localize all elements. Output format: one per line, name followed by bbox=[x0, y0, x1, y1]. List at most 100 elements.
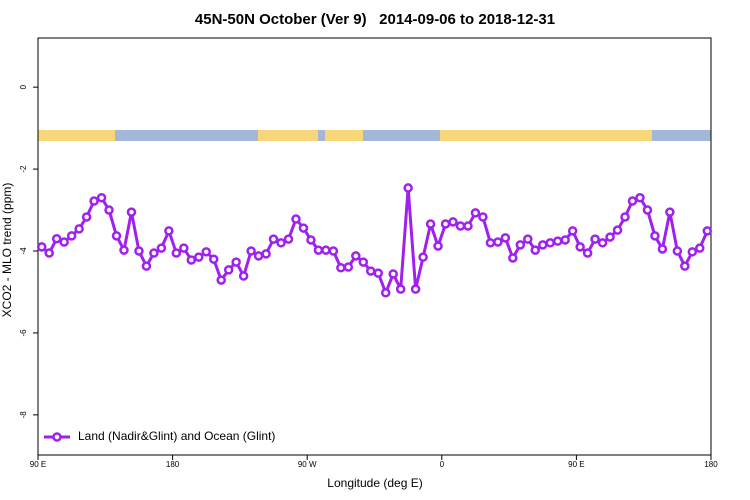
data-point bbox=[291, 214, 301, 224]
data-point bbox=[59, 237, 69, 247]
data-point bbox=[657, 244, 668, 254]
land-band bbox=[325, 130, 363, 141]
data-point bbox=[538, 240, 548, 250]
x-tick-label: 180 bbox=[704, 460, 718, 469]
ocean-band bbox=[38, 130, 711, 141]
data-point bbox=[620, 212, 630, 222]
data-point bbox=[104, 205, 114, 215]
data-point bbox=[695, 243, 705, 253]
x-tick-label: 180 bbox=[166, 460, 180, 469]
data-point bbox=[523, 234, 533, 244]
data-point bbox=[373, 268, 383, 278]
x-tick-label: 0 bbox=[440, 460, 445, 469]
data-point bbox=[238, 271, 249, 281]
data-point bbox=[440, 219, 451, 229]
y-tick-label: -6 bbox=[19, 329, 28, 337]
data-point bbox=[702, 226, 713, 236]
data-point bbox=[395, 284, 406, 294]
data-point bbox=[81, 212, 92, 222]
y-tick-label: -8 bbox=[19, 411, 28, 419]
data-point bbox=[119, 245, 129, 255]
y-tick-label: -4 bbox=[19, 247, 28, 255]
data-point bbox=[508, 253, 518, 263]
data-point bbox=[433, 241, 443, 251]
data-point bbox=[485, 238, 496, 248]
x-tick-label: 90 E bbox=[568, 460, 584, 469]
data-point bbox=[425, 219, 436, 229]
data-point bbox=[74, 224, 84, 234]
data-point bbox=[313, 245, 324, 255]
data-point bbox=[268, 234, 279, 244]
data-point bbox=[306, 235, 316, 245]
data-point bbox=[493, 237, 503, 247]
data-point bbox=[276, 238, 286, 248]
y-axis-label: XCO2 - MLO trend (ppm) bbox=[0, 183, 14, 318]
data-point bbox=[672, 246, 683, 256]
data-point bbox=[66, 231, 77, 241]
data-point bbox=[186, 255, 197, 265]
data-point bbox=[500, 233, 511, 243]
data-point bbox=[328, 246, 339, 256]
y-tick-label: 0 bbox=[19, 84, 28, 89]
data-point bbox=[336, 263, 346, 273]
x-axis-label: Longitude (deg E) bbox=[327, 476, 422, 490]
data-point bbox=[231, 257, 241, 267]
data-point bbox=[283, 234, 294, 244]
data-point bbox=[590, 234, 600, 244]
data-point bbox=[627, 196, 638, 206]
data-point bbox=[126, 207, 137, 217]
data-point bbox=[418, 252, 428, 262]
data-point bbox=[216, 275, 226, 285]
legend-marker bbox=[52, 432, 62, 442]
data-point bbox=[635, 193, 645, 203]
data-point bbox=[141, 261, 152, 271]
data-point bbox=[343, 262, 354, 272]
data-point bbox=[642, 205, 653, 215]
data-point bbox=[560, 235, 570, 245]
data-point bbox=[96, 193, 107, 203]
data-point bbox=[164, 226, 174, 236]
data-point bbox=[253, 251, 264, 261]
data-point bbox=[582, 248, 593, 258]
data-point bbox=[650, 231, 660, 241]
data-point bbox=[380, 288, 391, 298]
x-tick-label: 90 W bbox=[298, 460, 317, 469]
data-point bbox=[298, 223, 309, 233]
legend-label: Land (Nadir&Glint) and Ocean (Glint) bbox=[78, 429, 275, 443]
data-point bbox=[575, 242, 585, 252]
data-point bbox=[44, 248, 54, 258]
data-point bbox=[403, 183, 413, 193]
data-point bbox=[179, 243, 189, 253]
data-point bbox=[358, 257, 369, 267]
data-point bbox=[134, 246, 144, 256]
data-point bbox=[597, 238, 608, 248]
data-point bbox=[388, 269, 398, 279]
data-point bbox=[545, 238, 555, 248]
data-point bbox=[194, 252, 204, 262]
data-point bbox=[687, 247, 698, 257]
data-point bbox=[208, 254, 219, 264]
data-point bbox=[530, 245, 541, 255]
land-band bbox=[38, 130, 115, 141]
data-point bbox=[51, 233, 62, 244]
data-point bbox=[149, 248, 159, 258]
data-point bbox=[223, 265, 234, 275]
x-tick-label: 90 E bbox=[30, 460, 46, 469]
data-point bbox=[455, 221, 466, 231]
data-point bbox=[567, 226, 578, 236]
data-point bbox=[612, 225, 623, 235]
data-point bbox=[366, 266, 376, 276]
data-point bbox=[515, 240, 526, 250]
data-point bbox=[111, 231, 122, 241]
y-tick-label: -2 bbox=[19, 165, 28, 173]
data-point bbox=[605, 232, 615, 242]
data-point bbox=[36, 242, 47, 252]
data-point bbox=[156, 243, 167, 253]
data-point bbox=[552, 236, 563, 246]
data-point bbox=[448, 217, 458, 227]
land-band bbox=[440, 130, 652, 141]
land-band bbox=[258, 130, 318, 141]
data-point bbox=[410, 284, 421, 294]
data-point bbox=[261, 249, 271, 259]
